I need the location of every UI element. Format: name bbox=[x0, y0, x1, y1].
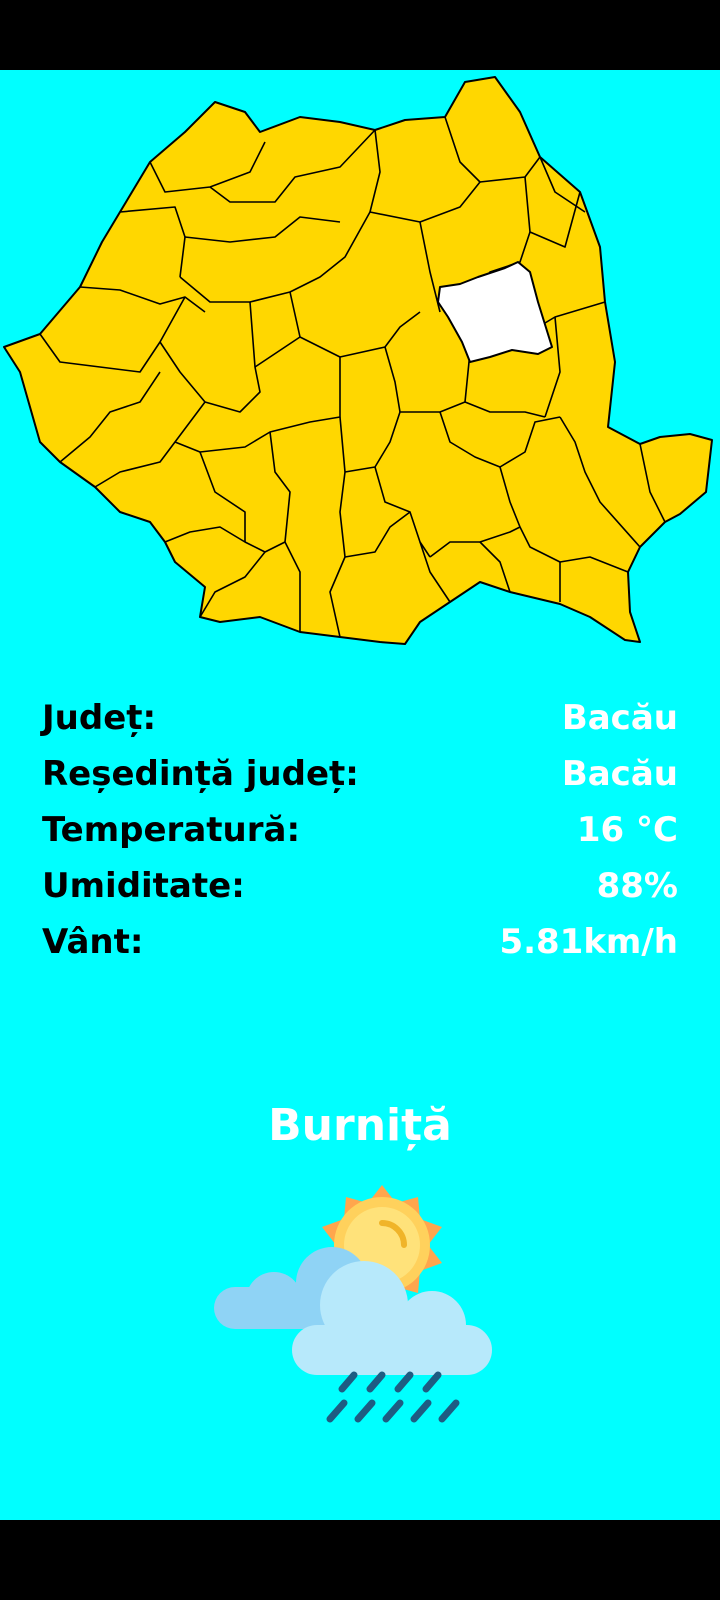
weather-info-list: Județ: Bacău Reședință județ: Bacău Temp… bbox=[42, 690, 678, 970]
wind-label: Vânt: bbox=[42, 922, 144, 962]
wind-value: 5.81km/h bbox=[499, 922, 678, 962]
app-screen: Județ: Bacău Reședință județ: Bacău Temp… bbox=[0, 70, 720, 1520]
county-borders bbox=[39, 116, 666, 638]
county-value: Bacău bbox=[561, 698, 678, 738]
temperature-row: Temperatură: 16 °C bbox=[42, 802, 678, 858]
humidity-label: Umiditate: bbox=[42, 866, 245, 906]
seat-label: Reședință județ: bbox=[42, 754, 359, 794]
navigation-bar bbox=[0, 1520, 720, 1600]
temperature-label: Temperatură: bbox=[42, 810, 301, 850]
weather-condition: Burniță bbox=[268, 1100, 452, 1151]
status-bar bbox=[0, 0, 720, 70]
county-row: Județ: Bacău bbox=[42, 690, 678, 746]
county-label: Județ: bbox=[42, 698, 157, 738]
selected-county-bacau[interactable] bbox=[437, 261, 553, 363]
seat-value: Bacău bbox=[561, 754, 678, 794]
romania-outline bbox=[3, 76, 713, 645]
wind-row: Vânt: 5.81km/h bbox=[42, 914, 678, 970]
romania-county-map bbox=[0, 72, 720, 660]
temperature-value: 16 °C bbox=[576, 810, 678, 850]
sun-cloud-drizzle-icon bbox=[214, 1185, 504, 1435]
humidity-row: Umiditate: 88% bbox=[42, 858, 678, 914]
seat-row: Reședință județ: Bacău bbox=[42, 746, 678, 802]
humidity-value: 88% bbox=[596, 866, 678, 906]
